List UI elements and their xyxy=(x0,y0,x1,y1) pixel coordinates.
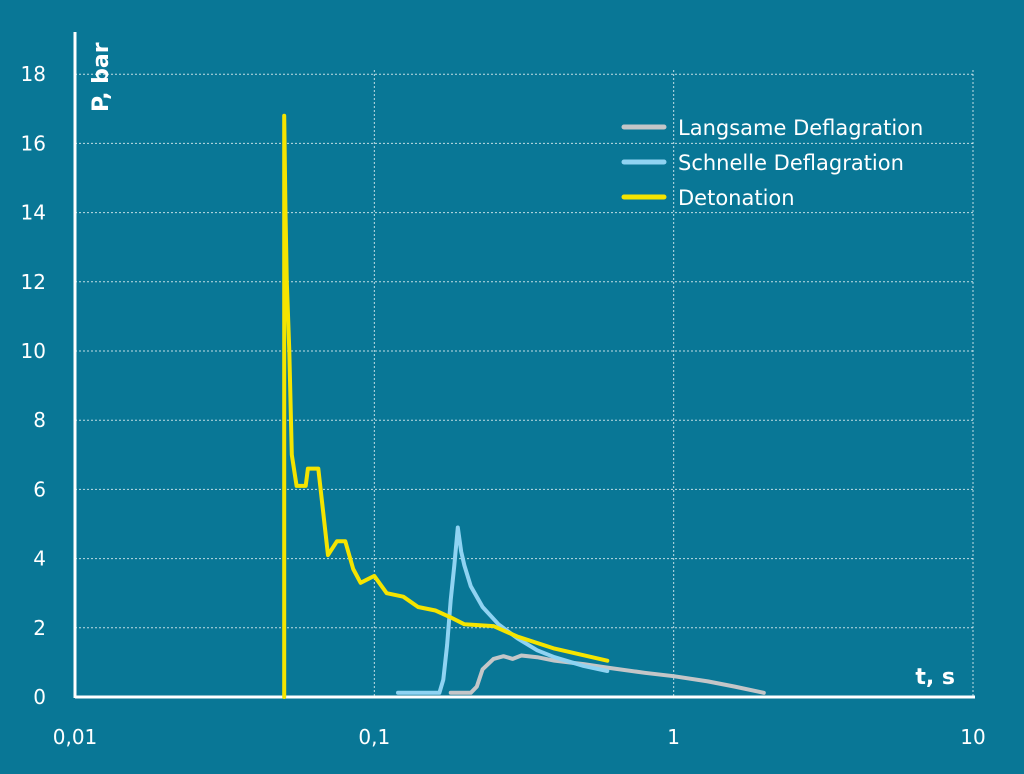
x-tick-label: 0,1 xyxy=(358,725,390,749)
y-tick-label: 12 xyxy=(21,270,46,294)
axes xyxy=(73,32,975,699)
grid xyxy=(75,70,974,697)
legend-label: Detonation xyxy=(678,186,795,210)
series-lines xyxy=(282,113,766,699)
y-tick-label: 4 xyxy=(33,547,46,571)
y-tick-label: 10 xyxy=(21,339,46,363)
y-tick-label: 6 xyxy=(33,477,46,501)
x-tick-label: 1 xyxy=(667,725,680,749)
x-tick-label: 0,01 xyxy=(53,725,98,749)
y-tick-label: 14 xyxy=(21,201,46,225)
legend-label: Schnelle Deflagration xyxy=(678,151,904,175)
series-line xyxy=(396,525,610,695)
y-axis-label: P, bar xyxy=(89,42,114,112)
y-tick-label: 8 xyxy=(33,408,46,432)
x-tick-label: 10 xyxy=(960,725,985,749)
y-tick-label: 0 xyxy=(33,685,46,709)
legend-label: Langsame Deflagration xyxy=(678,116,923,140)
tick-labels: 0 2 4 6 8 10 12 14 16 18 0,01 0,1 1 10 xyxy=(21,62,986,749)
x-axis-label: t, s xyxy=(915,665,955,690)
series-line xyxy=(282,113,610,699)
series-line xyxy=(448,653,766,695)
legend: Langsame Deflagration Schnelle Deflagrati… xyxy=(621,116,923,210)
y-tick-label: 16 xyxy=(21,131,46,155)
y-tick-label: 18 xyxy=(21,62,46,86)
y-tick-label: 2 xyxy=(33,616,46,640)
